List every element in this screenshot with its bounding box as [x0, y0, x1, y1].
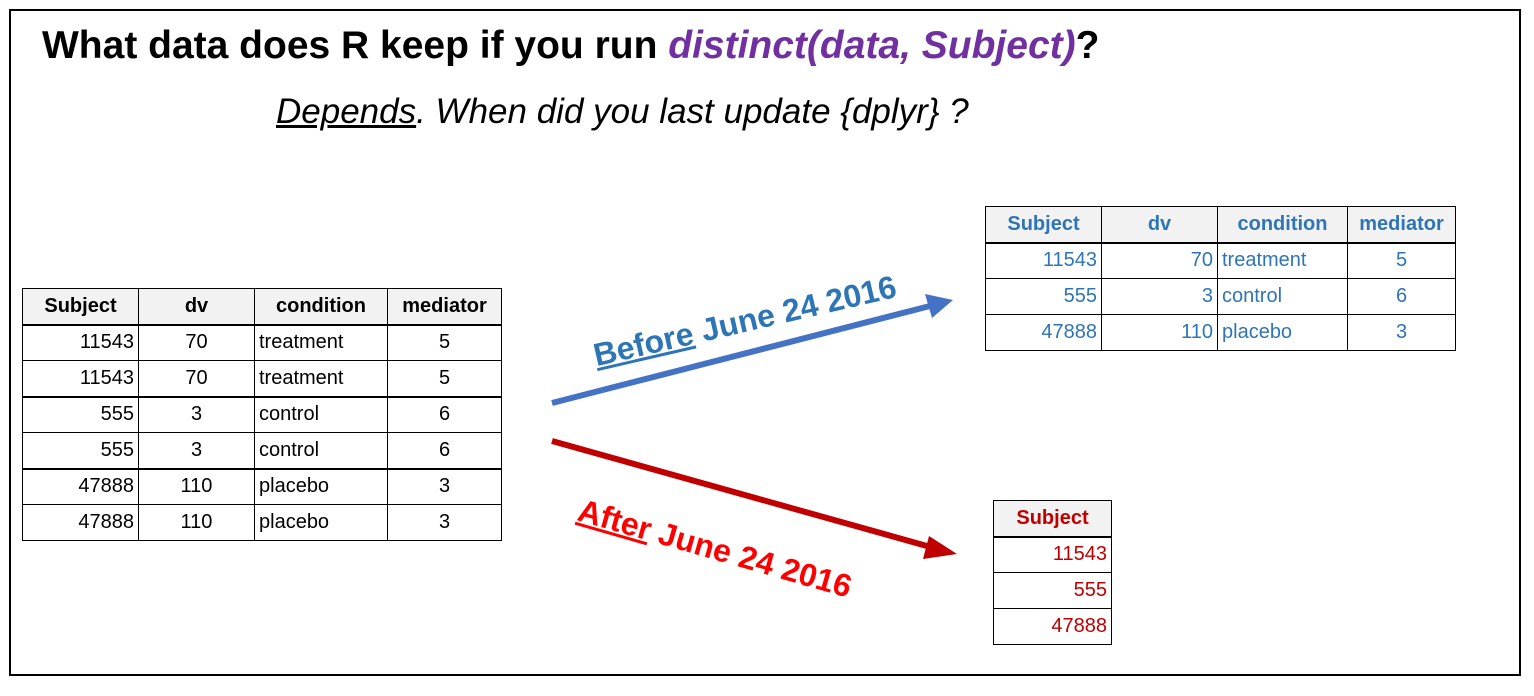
title-prefix: What data does R keep if you run: [42, 24, 669, 67]
cell-dv: 3: [1101, 278, 1218, 315]
cell-subject: 555: [985, 278, 1102, 315]
after-arrow-head: [923, 536, 957, 559]
cell-dv: 110: [138, 504, 255, 541]
cell-condition: placebo: [1217, 314, 1348, 351]
cell-mediator: 6: [387, 432, 502, 470]
cell-condition: placebo: [254, 468, 388, 505]
cell-dv: 70: [138, 324, 255, 361]
cell-subject: 555: [22, 432, 139, 470]
cell-subject: 555: [993, 572, 1112, 609]
cell-mediator: 5: [387, 324, 502, 361]
cell-subject: 11543: [985, 242, 1102, 279]
cell-condition: treatment: [254, 360, 388, 398]
header-subject: Subject: [993, 500, 1112, 538]
cell-subject: 47888: [993, 608, 1112, 645]
header-subject: Subject: [985, 206, 1102, 244]
cell-subject: 11543: [993, 536, 1112, 573]
before-result-table: Subject dv condition mediator 11543 70 t…: [985, 206, 1456, 351]
header-condition: condition: [1217, 206, 1348, 244]
table-row: 555 3 control 6: [985, 278, 1456, 315]
header-dv: dv: [1101, 206, 1218, 244]
header-dv: dv: [138, 288, 255, 326]
table-row: 555: [993, 572, 1112, 609]
table-row: 11543 70 treatment 5: [22, 360, 502, 398]
header-subject: Subject: [22, 288, 139, 326]
after-arrow-shaft: [551, 438, 935, 551]
input-table: Subject dv condition mediator 11543 70 t…: [22, 288, 502, 541]
cell-dv: 110: [1101, 314, 1218, 351]
cell-subject: 11543: [22, 360, 139, 398]
cell-subject: 11543: [22, 324, 139, 361]
title-code: distinct(data, Subject): [668, 24, 1076, 67]
before-arrow-head: [925, 294, 953, 318]
after-result-table: Subject 11543 555 47888: [993, 500, 1112, 645]
table-row: 47888 110 placebo 3: [22, 504, 502, 541]
cell-mediator: 3: [1347, 314, 1456, 351]
cell-condition: control: [254, 396, 388, 433]
subtitle-underlined: Depends: [276, 92, 417, 131]
header-mediator: mediator: [1347, 206, 1456, 244]
table-header-row: Subject dv condition mediator: [22, 288, 502, 326]
cell-condition: treatment: [254, 324, 388, 361]
table-row: 47888 110 placebo 3: [22, 468, 502, 505]
cell-mediator: 5: [387, 360, 502, 398]
cell-mediator: 6: [387, 396, 502, 433]
cell-mediator: 5: [1347, 242, 1456, 279]
cell-subject: 47888: [22, 468, 139, 505]
header-condition: condition: [254, 288, 388, 326]
cell-dv: 3: [138, 432, 255, 470]
cell-mediator: 6: [1347, 278, 1456, 315]
cell-mediator: 3: [387, 504, 502, 541]
table-header-row: Subject: [993, 500, 1112, 538]
cell-condition: placebo: [254, 504, 388, 541]
cell-condition: control: [254, 432, 388, 470]
subtitle-rest: . When did you last update {dplyr} ?: [416, 92, 969, 131]
cell-subject: 555: [22, 396, 139, 433]
cell-dv: 70: [138, 360, 255, 398]
table-row: 11543 70 treatment 5: [985, 242, 1456, 279]
slide-subtitle: Depends. When did you last update {dplyr…: [276, 92, 969, 132]
table-row: 11543 70 treatment 5: [22, 324, 502, 361]
cell-dv: 70: [1101, 242, 1218, 279]
table-row: 47888 110 placebo 3: [985, 314, 1456, 351]
before-arrow-shaft: [551, 303, 931, 406]
table-row: 555 3 control 6: [22, 396, 502, 433]
cell-subject: 47888: [22, 504, 139, 541]
cell-condition: treatment: [1217, 242, 1348, 279]
title-suffix: ?: [1075, 24, 1100, 67]
cell-subject: 47888: [985, 314, 1102, 351]
table-row: 11543: [993, 536, 1112, 573]
table-header-row: Subject dv condition mediator: [985, 206, 1456, 244]
cell-condition: control: [1217, 278, 1348, 315]
slide-title: What data does R keep if you run distinc…: [42, 24, 1099, 68]
header-mediator: mediator: [387, 288, 502, 326]
table-row: 47888: [993, 608, 1112, 645]
table-row: 555 3 control 6: [22, 432, 502, 470]
